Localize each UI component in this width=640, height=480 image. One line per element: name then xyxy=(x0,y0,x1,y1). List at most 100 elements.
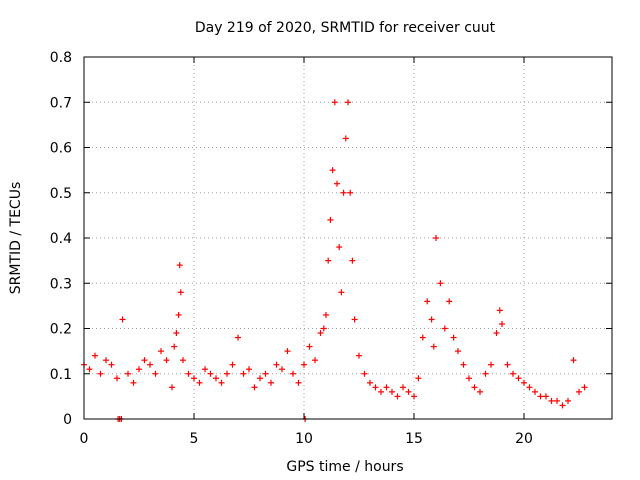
data-point xyxy=(411,393,417,400)
data-point xyxy=(521,379,527,386)
data-point xyxy=(290,370,296,377)
data-point xyxy=(460,361,467,368)
data-points xyxy=(81,99,588,422)
data-point xyxy=(441,325,448,332)
y-tick-label: 0.6 xyxy=(50,141,72,157)
data-point xyxy=(499,320,505,327)
data-point xyxy=(466,375,472,382)
data-point xyxy=(141,357,148,364)
data-point xyxy=(515,375,522,382)
data-point xyxy=(176,262,183,269)
data-point xyxy=(329,167,336,174)
data-point xyxy=(284,348,291,355)
y-tick-label: 0.8 xyxy=(50,50,72,66)
data-point xyxy=(471,384,478,391)
y-tick-label: 0.5 xyxy=(50,186,72,202)
x-tick-label: 20 xyxy=(515,431,533,447)
data-point xyxy=(367,379,373,386)
data-point xyxy=(389,388,395,395)
data-point xyxy=(565,397,571,404)
data-point xyxy=(163,357,170,364)
data-point xyxy=(477,388,483,395)
data-point xyxy=(455,348,461,355)
data-point xyxy=(394,393,401,400)
data-point xyxy=(327,216,334,223)
data-point xyxy=(345,99,351,106)
data-point xyxy=(576,388,582,395)
data-point xyxy=(532,388,538,395)
data-point xyxy=(349,257,356,264)
data-point xyxy=(202,366,208,373)
data-point xyxy=(415,375,422,382)
data-point xyxy=(372,384,379,391)
x-tick-label: 5 xyxy=(190,431,199,447)
data-point xyxy=(224,370,230,377)
y-tick-label: 0.7 xyxy=(50,95,72,111)
data-point xyxy=(125,370,131,377)
data-point xyxy=(306,343,313,350)
data-point xyxy=(235,334,241,341)
data-point xyxy=(180,357,186,364)
data-point xyxy=(229,361,236,368)
data-point xyxy=(114,375,120,382)
data-point xyxy=(130,379,137,386)
data-point xyxy=(559,402,566,409)
data-point xyxy=(240,370,247,377)
data-point xyxy=(279,366,285,373)
data-point xyxy=(257,375,263,382)
data-point xyxy=(433,235,439,241)
data-point xyxy=(338,289,345,296)
data-point xyxy=(301,361,307,368)
data-point xyxy=(196,379,203,386)
x-tick-label: 0 xyxy=(80,431,89,447)
data-point xyxy=(320,325,327,332)
data-point xyxy=(158,348,164,355)
data-point xyxy=(424,298,431,305)
chart-title: Day 219 of 2020, SRMTID for receiver cuu… xyxy=(195,20,496,36)
data-point xyxy=(331,99,338,106)
data-point xyxy=(177,289,184,296)
data-point xyxy=(108,361,115,368)
data-point xyxy=(173,330,180,337)
data-point xyxy=(543,393,549,400)
data-point xyxy=(400,384,406,391)
y-tick-label: 0 xyxy=(63,412,72,428)
data-point xyxy=(482,370,489,377)
data-point xyxy=(317,330,324,337)
x-axis-label: GPS time / hours xyxy=(286,459,403,475)
data-point xyxy=(185,370,192,377)
data-point xyxy=(295,379,302,386)
data-point xyxy=(251,384,258,391)
data-point xyxy=(336,244,343,251)
data-point xyxy=(510,370,516,377)
data-point xyxy=(450,334,457,341)
data-point xyxy=(548,397,555,404)
data-point xyxy=(86,366,93,373)
grid-lines xyxy=(84,57,612,419)
x-tick-label: 10 xyxy=(295,431,313,447)
axis-ticks xyxy=(83,56,612,420)
data-point xyxy=(218,379,225,386)
y-tick-label: 0.4 xyxy=(50,231,72,247)
data-point xyxy=(430,343,437,350)
data-point xyxy=(361,370,368,377)
data-point xyxy=(428,316,435,323)
data-point xyxy=(262,370,269,377)
data-point xyxy=(554,397,560,404)
data-point xyxy=(342,135,349,142)
y-axis-label: SRMTID / TECUs xyxy=(8,182,24,295)
data-point xyxy=(378,388,384,395)
data-point xyxy=(273,361,280,368)
data-point xyxy=(446,298,453,305)
data-point xyxy=(496,307,503,314)
data-point xyxy=(526,384,533,391)
data-point xyxy=(246,366,252,373)
y-tick-label: 0.2 xyxy=(50,322,72,338)
data-point xyxy=(268,379,274,386)
data-point xyxy=(356,352,362,359)
data-point xyxy=(334,180,340,187)
data-point xyxy=(119,316,126,323)
data-point xyxy=(570,357,577,364)
data-point xyxy=(169,384,175,391)
